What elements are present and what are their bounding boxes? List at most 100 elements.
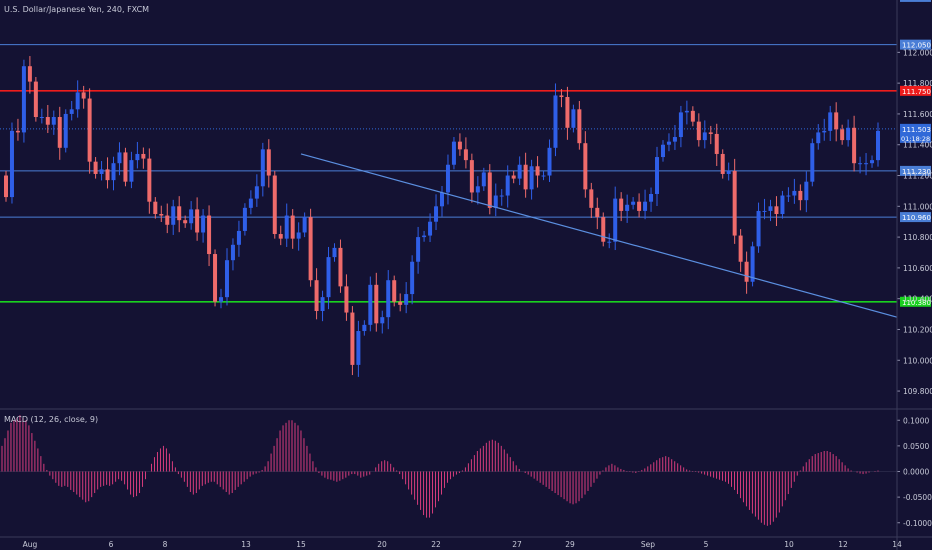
candle-body — [404, 294, 409, 305]
candle-body — [380, 317, 385, 324]
price-tick-label: 111.000 — [903, 202, 932, 211]
candle-body — [475, 186, 480, 193]
candle-body — [350, 312, 355, 365]
candle-body — [230, 244, 235, 261]
price-tick-label: 112.000 — [903, 48, 932, 57]
candle-body — [834, 112, 839, 130]
time-tick-label: 22 — [431, 540, 441, 549]
candle-body — [493, 195, 498, 208]
candle-body — [511, 175, 516, 179]
candle-body — [416, 237, 421, 262]
candle-body — [213, 254, 218, 302]
candle-body — [266, 149, 271, 176]
candle-body — [547, 147, 552, 176]
candle-body — [362, 324, 367, 332]
candle-body — [302, 217, 307, 233]
price-tick-label: 111.800 — [903, 79, 932, 88]
candle-body — [583, 143, 588, 190]
candle-body — [224, 260, 229, 298]
time-tick-label: Aug — [23, 540, 38, 549]
candle-body — [254, 186, 259, 199]
chart-title: U.S. Dollar/Japanese Yen, 240, FXCM — [4, 5, 150, 14]
candle-body — [189, 209, 194, 224]
candle-body — [105, 169, 110, 181]
candle-body — [804, 181, 809, 201]
candle-body — [374, 284, 379, 324]
candle-body — [684, 110, 689, 113]
candle-body — [678, 112, 683, 138]
candle-body — [117, 152, 122, 164]
level-tag — [900, 39, 931, 50]
candle-body — [846, 127, 851, 141]
candle-body — [386, 280, 391, 318]
candle-body — [768, 206, 773, 211]
candle-body — [798, 190, 803, 201]
level-label: 110.380 — [902, 299, 931, 307]
candle-body — [57, 117, 62, 148]
candle-body — [284, 215, 289, 239]
candle-body — [4, 175, 8, 198]
candle-body — [248, 198, 253, 208]
candle-body — [696, 121, 701, 141]
level-label: 112.050 — [902, 42, 931, 50]
candle-body — [451, 141, 456, 165]
macd-histogram — [0, 415, 897, 526]
level-tag — [900, 296, 931, 307]
candle-body — [201, 215, 206, 233]
candle-body — [147, 158, 152, 202]
time-tick-label: 6 — [109, 540, 114, 549]
candle-body — [290, 215, 295, 239]
candle-body — [422, 235, 427, 238]
candle-body — [260, 149, 265, 187]
current-price-tag — [900, 123, 931, 143]
trendline[interactable] — [300, 153, 898, 318]
level-label: 112.360 — [902, 0, 931, 2]
candle-body — [9, 130, 14, 198]
candle-body — [410, 261, 415, 295]
candle-body — [601, 217, 606, 242]
level-label: 111.750 — [902, 88, 931, 96]
candle-body — [690, 110, 695, 122]
level-label: 110.960 — [902, 214, 931, 222]
candle-body — [726, 170, 731, 174]
candle-body — [326, 257, 331, 298]
macd-tick-label: -0.1000 — [903, 519, 932, 528]
candle-body — [738, 235, 743, 262]
candle-body — [135, 153, 140, 161]
candle-body — [858, 163, 863, 165]
candle-body — [278, 234, 283, 239]
candle-body — [625, 204, 630, 211]
candle-body — [840, 129, 845, 141]
candle-body — [595, 207, 600, 218]
candle-body — [756, 210, 761, 247]
candle-body — [332, 247, 337, 258]
time-tick-label: 8 — [163, 540, 168, 549]
candle-body — [487, 172, 492, 208]
candle-body — [708, 132, 713, 134]
candle-body — [242, 207, 247, 231]
candle-body — [672, 137, 677, 142]
price-axis: 112.000 111.800 111.600 111.400 111.200 111.0… — [897, 48, 932, 396]
candle-body — [27, 66, 32, 82]
candle-body — [21, 66, 26, 133]
candle-body — [876, 130, 880, 161]
candle-body — [660, 144, 665, 158]
candle-body — [445, 164, 450, 193]
candle-body — [559, 95, 564, 97]
candle-body — [356, 331, 361, 365]
candle-body — [810, 143, 815, 182]
candle-body — [786, 195, 791, 197]
candle-body — [720, 153, 725, 174]
candle-body — [541, 175, 546, 177]
price-tick-label: 109.800 — [903, 387, 932, 396]
candle-body — [655, 157, 660, 194]
candle-body — [762, 210, 767, 212]
candle-body — [296, 232, 301, 239]
candle-body — [732, 170, 737, 236]
candle-body — [535, 166, 540, 176]
candle-body — [571, 109, 576, 128]
candle-body — [123, 152, 128, 182]
